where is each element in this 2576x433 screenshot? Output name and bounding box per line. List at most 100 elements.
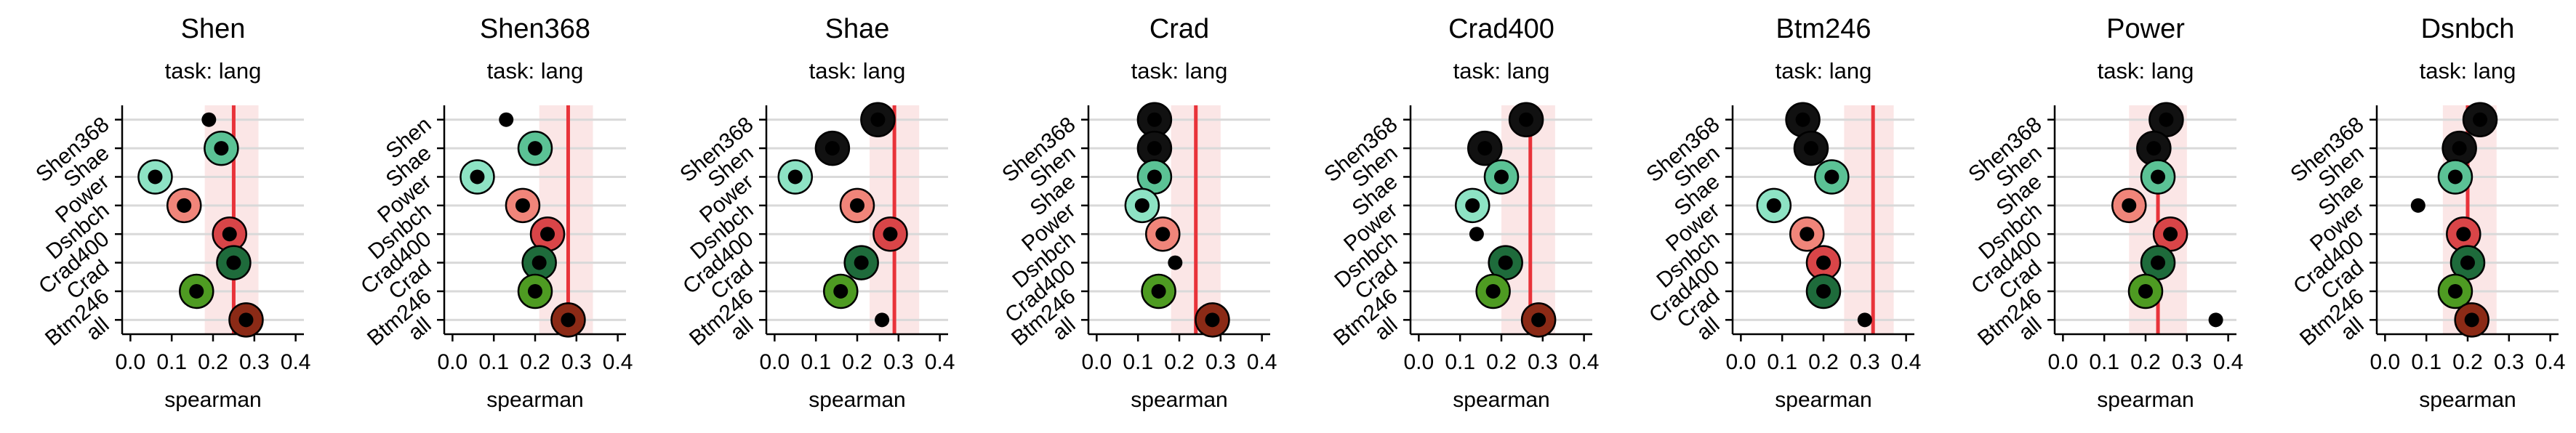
- point-center-dot: [2159, 112, 2174, 127]
- point-center-dot: [515, 198, 530, 213]
- point-crad400: [1168, 255, 1183, 270]
- point-center-dot: [1816, 255, 1831, 270]
- point-center-dot: [854, 255, 869, 270]
- panel-title: Crad: [1149, 14, 1209, 44]
- x-tick-label: 0.4: [1569, 350, 1600, 374]
- point-center-dot: [2138, 283, 2153, 299]
- point-center-dot: [561, 312, 576, 328]
- point-center-dot: [1205, 312, 1220, 328]
- x-tick-label: 0.4: [603, 350, 633, 374]
- point-center-dot: [1477, 141, 1493, 156]
- x-tick-label: 0.0: [2370, 350, 2401, 374]
- x-tick-label: 0.1: [2089, 350, 2119, 374]
- point-center-dot: [824, 141, 840, 156]
- confidence-band: [1844, 105, 1894, 334]
- x-axis-label: spearman: [2419, 388, 2516, 412]
- x-tick-label: 0.2: [2452, 350, 2483, 374]
- point-center-dot: [1799, 227, 1815, 242]
- x-tick-label: 0.4: [2213, 350, 2244, 374]
- panel-subtitle: task: lang: [1775, 58, 1872, 84]
- point-all: [1857, 312, 1872, 328]
- x-tick-label: 0.2: [1486, 350, 1517, 374]
- panel-subtitle: task: lang: [1131, 58, 1228, 84]
- x-tick-label: 0.0: [2048, 350, 2079, 374]
- point-center-dot: [2456, 227, 2471, 242]
- point-power: [2410, 198, 2425, 213]
- point-center-dot: [148, 169, 163, 185]
- x-tick-label: 0.4: [281, 350, 311, 374]
- panel-subtitle: task: lang: [1453, 58, 1550, 84]
- panel-title: Shae: [825, 14, 890, 44]
- x-tick-label: 0.0: [1726, 350, 1757, 374]
- point-center-dot: [222, 227, 237, 242]
- point-center-dot: [1519, 112, 1534, 127]
- point-center-dot: [1134, 198, 1149, 213]
- x-tick-label: 0.3: [2172, 350, 2202, 374]
- panel-title: Dsnbch: [2421, 14, 2515, 44]
- point-center-dot: [2447, 283, 2463, 299]
- point-center-dot: [2464, 312, 2479, 328]
- x-axis-label: spearman: [1775, 388, 1871, 412]
- x-tick-label: 0.3: [561, 350, 592, 374]
- x-tick-label: 0.2: [520, 350, 550, 374]
- x-tick-label: 0.2: [198, 350, 228, 374]
- x-axis-label: spearman: [1453, 388, 1549, 412]
- x-tick-label: 0.2: [1808, 350, 1839, 374]
- point-center-dot: [787, 169, 803, 185]
- point-center-dot: [528, 141, 542, 156]
- x-tick-label: 0.0: [116, 350, 146, 374]
- point-shen: [499, 112, 514, 127]
- panel-subtitle: task: lang: [487, 58, 584, 84]
- x-tick-label: 0.0: [760, 350, 790, 374]
- panel-crad400: Crad400 task: lang 0.0 0.1 0.2 0.3 0.4 spearman…: [1320, 14, 1599, 412]
- x-axis-label: spearman: [164, 388, 261, 412]
- point-center-dot: [1151, 283, 1166, 299]
- panel-title: Crad400: [1448, 14, 1554, 44]
- x-tick-label: 0.4: [925, 350, 955, 374]
- point-center-dot: [2452, 141, 2467, 156]
- point-center-dot: [870, 112, 886, 127]
- x-tick-label: 0.3: [1850, 350, 1880, 374]
- point-center-dot: [2163, 227, 2178, 242]
- point-center-dot: [470, 169, 485, 185]
- x-tick-label: 0.2: [842, 350, 872, 374]
- x-tick-label: 0.1: [1123, 350, 1153, 374]
- point-center-dot: [1531, 312, 1546, 328]
- point-center-dot: [2122, 198, 2137, 213]
- point-center-dot: [540, 227, 555, 242]
- point-center-dot: [833, 283, 848, 299]
- point-center-dot: [1147, 112, 1162, 127]
- panel-title: Shen368: [480, 14, 590, 44]
- x-tick-label: 0.0: [438, 350, 468, 374]
- x-tick-label: 0.3: [1205, 350, 1236, 374]
- point-center-dot: [2447, 169, 2463, 185]
- point-center-dot: [531, 255, 547, 270]
- point-center-dot: [214, 141, 229, 156]
- x-tick-label: 0.3: [2494, 350, 2524, 374]
- x-tick-label: 0.1: [801, 350, 831, 374]
- panel-title: Shen: [181, 14, 246, 44]
- point-center-dot: [2151, 169, 2166, 185]
- point-dsnbch: [1469, 227, 1484, 242]
- point-center-dot: [2151, 255, 2166, 270]
- point-center-dot: [1766, 198, 1781, 213]
- point-center-dot: [238, 312, 254, 328]
- panel-subtitle: task: lang: [809, 58, 906, 84]
- point-shen368: [201, 112, 217, 127]
- x-tick-label: 0.4: [2535, 350, 2566, 374]
- x-axis-label: spearman: [1131, 388, 1227, 412]
- x-axis-label: spearman: [808, 388, 905, 412]
- x-tick-label: 0.0: [1404, 350, 1435, 374]
- panel-subtitle: task: lang: [165, 58, 262, 84]
- panel-title: Btm246: [1776, 14, 1871, 44]
- point-center-dot: [1816, 283, 1831, 299]
- point-center-dot: [1498, 255, 1513, 270]
- x-axis-label: spearman: [2097, 388, 2194, 412]
- point-center-dot: [1147, 141, 1162, 156]
